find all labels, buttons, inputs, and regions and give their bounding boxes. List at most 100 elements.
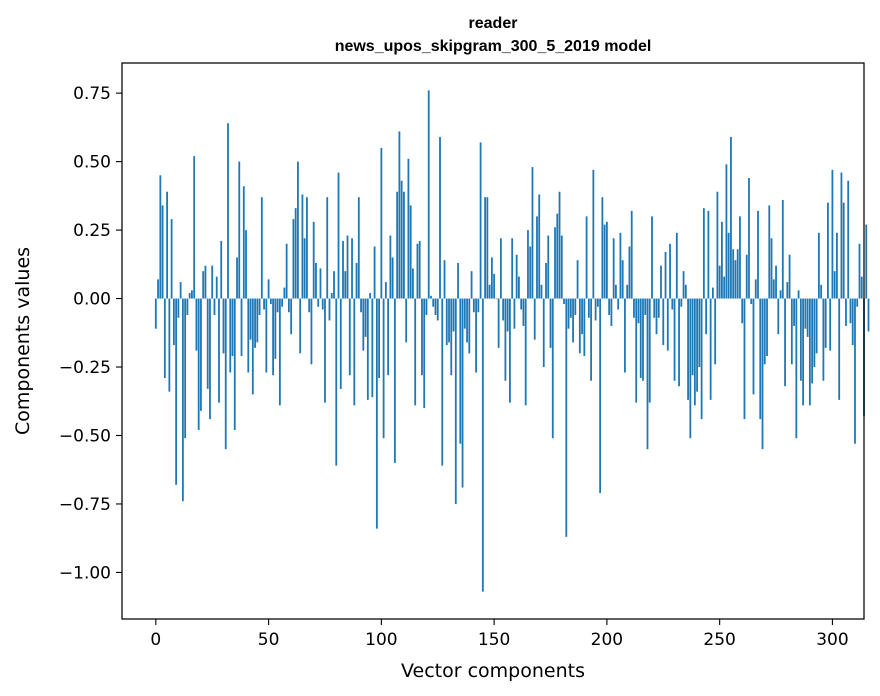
bar-192 (587, 298, 590, 318)
bar-56 (281, 298, 284, 307)
bar-251 (721, 221, 723, 299)
bar-55 (278, 298, 281, 406)
bar-313 (860, 276, 863, 299)
bar-15 (188, 293, 191, 299)
bar-133 (454, 298, 457, 504)
bar-278 (781, 199, 784, 299)
bar-303 (838, 298, 841, 400)
bar-148 (488, 284, 491, 299)
bar-265 (752, 298, 755, 395)
bar-168 (533, 298, 536, 340)
bar-95 (369, 293, 371, 299)
bar-246 (709, 298, 712, 400)
bar-160 (515, 254, 518, 299)
bar-300 (831, 169, 834, 299)
bar-37 (238, 161, 241, 299)
bar-104 (389, 235, 392, 299)
bar-101 (382, 298, 385, 439)
bar-19 (197, 298, 200, 431)
bar-11 (179, 282, 182, 299)
bar-220 (651, 216, 653, 299)
bar-17 (193, 156, 196, 299)
bar-212 (633, 298, 635, 318)
bar-222 (655, 298, 658, 335)
bar-203 (612, 238, 615, 299)
bar-114 (412, 268, 414, 299)
bar-153 (499, 238, 502, 299)
bar-238 (691, 298, 694, 376)
bar-280 (786, 282, 789, 299)
bar-33 (229, 298, 232, 373)
bar-270 (763, 298, 766, 365)
bar-187 (576, 260, 579, 299)
bar-79 (333, 271, 335, 299)
bar-59 (287, 298, 290, 313)
bar-204 (615, 284, 617, 299)
bar-92 (362, 298, 365, 351)
bar-157 (509, 298, 511, 403)
bar-47 (260, 197, 263, 299)
bar-295 (820, 284, 823, 299)
bar-25 (211, 265, 214, 299)
bar-112 (407, 158, 410, 299)
bar-304 (840, 172, 843, 299)
bar-5 (166, 191, 168, 299)
bar-311 (856, 298, 859, 307)
bar-224 (660, 265, 662, 299)
bar-291 (811, 298, 814, 384)
bar-124 (434, 298, 437, 315)
bar-94 (366, 298, 369, 400)
bar-218 (646, 298, 649, 450)
bar-120 (425, 298, 428, 315)
bar-82 (339, 298, 342, 389)
bar-51 (269, 298, 272, 305)
bar-271 (766, 298, 768, 357)
bar-242 (700, 298, 703, 420)
bar-44 (254, 298, 256, 348)
bar-23 (206, 298, 209, 389)
bar-12 (181, 298, 184, 502)
bar-116 (416, 243, 419, 299)
bar-22 (204, 265, 207, 299)
bar-296 (822, 298, 825, 381)
bar-20 (200, 298, 202, 411)
bar-70 (312, 221, 315, 299)
bar-189 (581, 298, 583, 335)
bar-84 (344, 271, 347, 299)
bar-3 (161, 205, 164, 299)
bar-129 (445, 298, 448, 346)
bar-75 (324, 298, 326, 403)
bar-132 (452, 298, 455, 332)
bar-188 (578, 298, 581, 354)
bar-131 (450, 298, 453, 376)
bar-244 (705, 298, 708, 335)
bar-249 (716, 191, 719, 299)
bar-240 (696, 298, 698, 392)
bar-111 (405, 298, 408, 343)
bar-215 (639, 298, 642, 378)
bar-181 (563, 298, 565, 305)
bar-109 (400, 180, 403, 299)
bar-154 (502, 298, 505, 321)
bar-268 (759, 298, 762, 420)
bar-225 (662, 298, 665, 346)
bar-253 (725, 164, 728, 299)
bar-185 (572, 298, 574, 343)
bar-30 (222, 298, 225, 354)
bar-159 (513, 298, 516, 329)
bar-228 (669, 243, 671, 299)
bar-316 (867, 298, 870, 332)
bar-41 (247, 298, 250, 373)
bar-213 (635, 298, 638, 403)
bar-308 (849, 298, 852, 324)
bar-121 (427, 90, 430, 299)
y-tick-label-1: −0.75 (59, 495, 111, 515)
bar-97 (373, 246, 376, 299)
bar-186 (574, 298, 577, 315)
bar-91 (360, 298, 362, 313)
x-tick-label-0: 0 (150, 630, 161, 650)
bar-18 (195, 298, 198, 351)
bar-87 (351, 238, 353, 299)
x-axis: 0 50 100 150 200 250 300 (150, 619, 849, 650)
bar-178 (556, 213, 559, 299)
